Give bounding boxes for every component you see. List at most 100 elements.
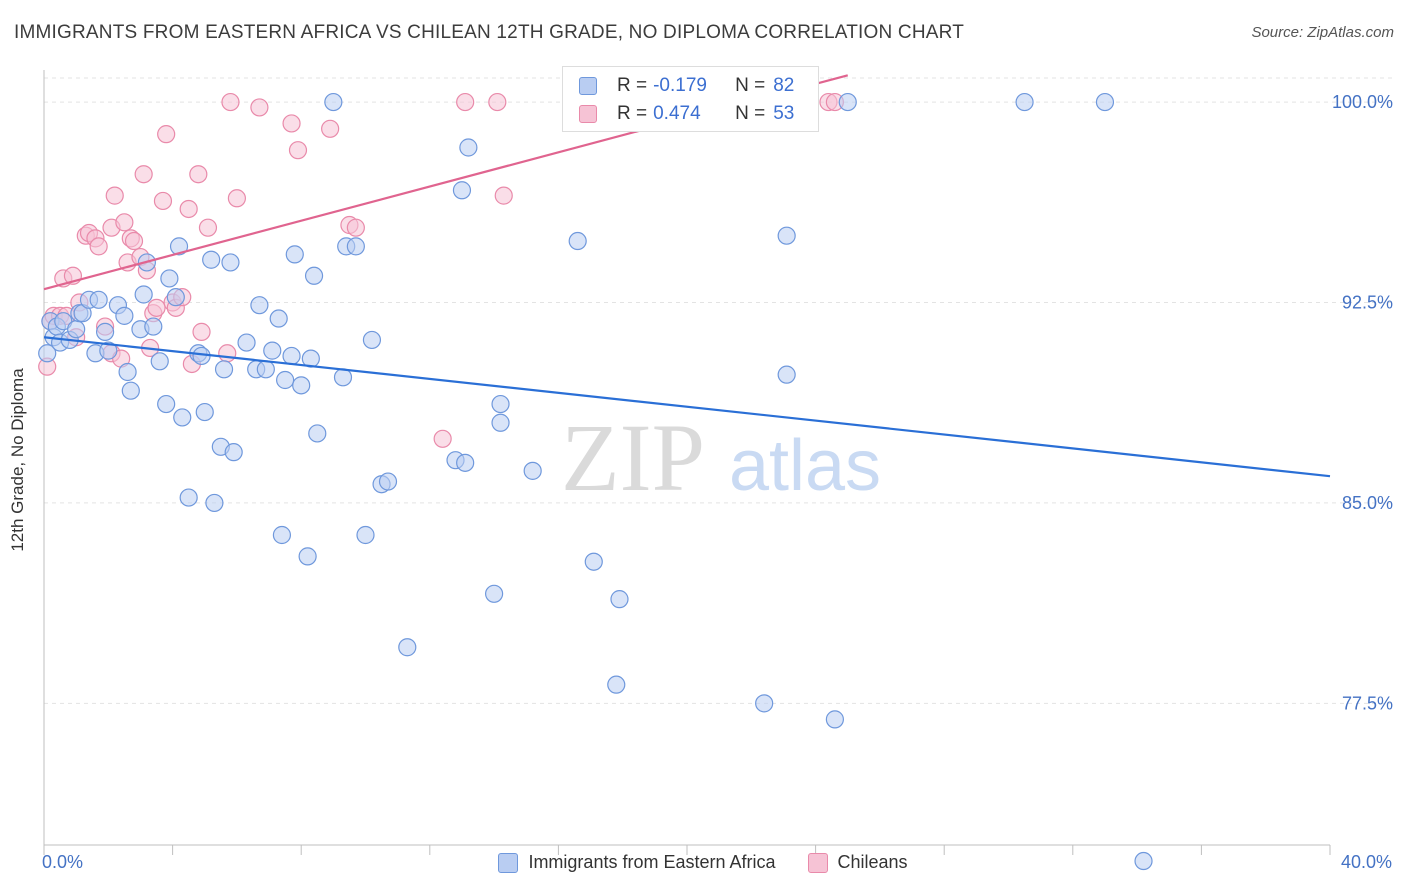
point-eastern-africa: [568, 231, 587, 251]
point-eastern-africa: [491, 413, 510, 432]
trend-line-eastern-africa: [43, 336, 1331, 478]
point-eastern-africa: [356, 525, 375, 545]
point-eastern-africa: [485, 584, 504, 603]
chart-title: IMMIGRANTS FROM EASTERN AFRICA VS CHILEA…: [14, 22, 965, 43]
point-eastern-africa: [195, 402, 214, 422]
point-chileans: [179, 199, 198, 219]
r-value: -0.179: [653, 75, 707, 96]
watermark: ZIP atlas: [561, 404, 881, 511]
r-value: 0.474: [653, 103, 701, 124]
point-chileans: [288, 141, 308, 160]
legend-row-eastern-africa: R = -0.179 N = 82: [563, 71, 794, 101]
point-eastern-africa: [237, 333, 256, 352]
point-chileans: [346, 218, 365, 237]
point-chileans: [456, 92, 475, 112]
y-tick-label: 85.0%: [1342, 493, 1393, 513]
n-label: N =: [735, 75, 766, 96]
point-eastern-africa: [121, 381, 140, 400]
point-eastern-africa: [362, 330, 382, 350]
point-chileans: [192, 322, 211, 341]
point-eastern-africa: [298, 547, 317, 566]
axes: [43, 70, 1331, 855]
y-tick-labels: 77.5% 85.0% 92.5% 100.0%: [1332, 92, 1393, 713]
point-eastern-africa: [221, 253, 240, 272]
series-legend: Immigrants from Eastern Africa Chileans: [0, 852, 1406, 873]
point-chileans: [124, 231, 144, 251]
watermark-atlas: atlas: [729, 426, 881, 506]
correlation-legend: R = -0.179 N = 82 R = 0.474 N = 53: [562, 66, 819, 132]
point-chileans: [321, 119, 340, 138]
series-eastern-africa: [38, 92, 1153, 871]
point-eastern-africa: [452, 181, 472, 200]
legend-label: Immigrants from Eastern Africa: [528, 852, 776, 872]
point-chileans: [433, 429, 452, 448]
point-eastern-africa: [38, 344, 57, 363]
point-eastern-africa: [398, 638, 417, 657]
n-value: 53: [773, 103, 795, 124]
point-chileans: [147, 298, 166, 317]
point-eastern-africa: [282, 346, 301, 366]
point-eastern-africa: [777, 365, 796, 384]
point-chileans: [189, 165, 208, 184]
point-eastern-africa: [378, 472, 398, 491]
point-chileans: [488, 92, 507, 112]
point-eastern-africa: [166, 288, 185, 307]
r-label: R =: [617, 103, 648, 124]
point-eastern-africa: [115, 306, 134, 325]
point-chileans: [105, 186, 124, 205]
point-chileans: [89, 237, 108, 256]
point-eastern-africa: [269, 309, 288, 328]
point-chileans: [134, 165, 153, 184]
point-eastern-africa: [54, 312, 73, 331]
point-eastern-africa: [272, 525, 292, 545]
point-eastern-africa: [1134, 851, 1153, 871]
point-chileans: [494, 186, 513, 205]
legend-swatch-blue: [579, 77, 597, 95]
point-eastern-africa: [67, 320, 86, 339]
point-eastern-africa: [173, 408, 192, 427]
legend-swatch-blue: [498, 852, 519, 873]
point-eastern-africa: [256, 360, 275, 379]
y-tick-label: 100.0%: [1332, 92, 1393, 112]
x-tick-label-max: 40.0%: [1340, 852, 1392, 872]
point-chileans: [221, 92, 240, 112]
point-eastern-africa: [838, 92, 857, 112]
point-eastern-africa: [456, 453, 475, 472]
point-eastern-africa: [263, 341, 282, 360]
point-eastern-africa: [276, 370, 295, 390]
point-chileans: [115, 213, 134, 232]
point-eastern-africa: [160, 269, 179, 288]
point-chileans: [198, 218, 218, 237]
point-eastern-africa: [250, 296, 269, 315]
point-eastern-africa: [134, 285, 153, 304]
legend-row-chileans: R = 0.474 N = 53: [563, 99, 794, 129]
point-eastern-africa: [214, 360, 234, 379]
legend-item-chileans: Chileans: [807, 852, 908, 873]
point-eastern-africa: [459, 138, 478, 157]
point-eastern-africa: [285, 245, 304, 264]
point-eastern-africa: [95, 322, 115, 341]
point-eastern-africa: [89, 290, 108, 309]
legend-swatch-pink: [807, 852, 828, 873]
point-eastern-africa: [224, 443, 243, 462]
legend-swatch-pink: [579, 105, 597, 123]
n-label: N =: [735, 103, 766, 124]
point-chileans: [227, 189, 246, 208]
point-eastern-africa: [157, 394, 176, 414]
point-eastern-africa: [1095, 92, 1115, 112]
point-eastern-africa: [610, 590, 629, 609]
point-eastern-africa: [150, 352, 169, 371]
point-eastern-africa: [304, 266, 324, 285]
point-eastern-africa: [292, 376, 311, 395]
point-eastern-africa: [179, 488, 198, 507]
x-tick-label-min: 0.0%: [42, 852, 84, 872]
series-chileans: [38, 92, 844, 448]
point-eastern-africa: [202, 250, 221, 269]
point-eastern-africa: [118, 362, 137, 382]
point-eastern-africa: [584, 552, 603, 571]
point-eastern-africa: [99, 341, 118, 360]
source-label: Source: ZipAtlas.com: [1251, 24, 1394, 41]
point-eastern-africa: [144, 317, 163, 336]
point-chileans: [218, 344, 237, 363]
